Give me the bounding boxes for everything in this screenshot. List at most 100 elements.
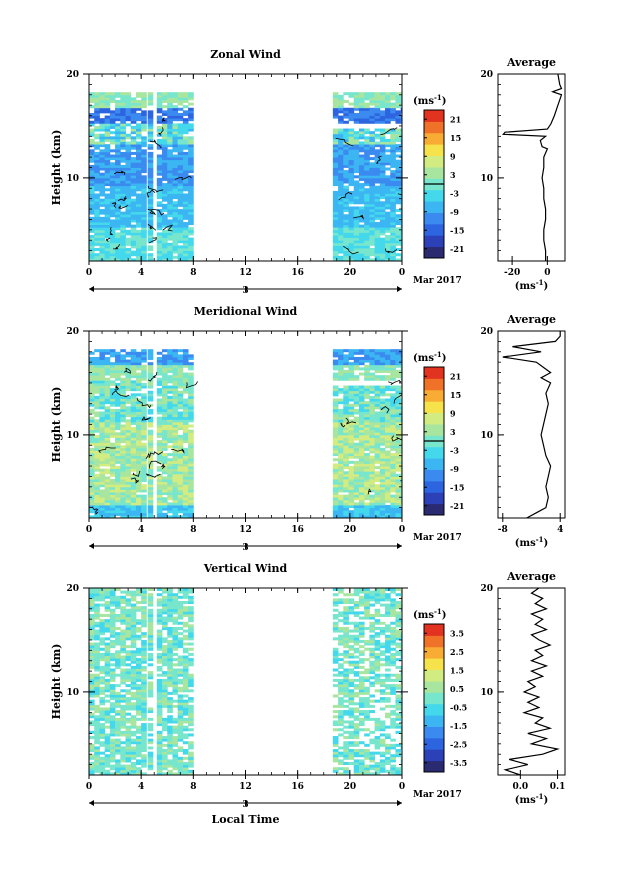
heatmap-cell: [135, 94, 142, 98]
heatmap-cell: [130, 395, 137, 399]
heatmap-cell: [156, 712, 163, 716]
heatmap-cell: [115, 388, 121, 392]
heatmap-cell: [369, 356, 376, 360]
heatmap-cell: [120, 154, 126, 158]
heatmap-cell: [353, 162, 360, 166]
heatmap-cell: [104, 694, 111, 698]
heatmap-cell: [109, 505, 116, 509]
heatmap-cell: [156, 377, 163, 381]
heatmap-cell: [167, 369, 173, 373]
heatmap-cell: [358, 120, 365, 124]
heatmap-cell: [390, 138, 396, 142]
heatmap-cell: [395, 414, 402, 418]
heatmap-cell: [130, 372, 137, 376]
heatmap-cell: [364, 110, 370, 114]
heatmap-cell: [338, 118, 344, 122]
heatmap-cell: [343, 193, 349, 197]
heatmap-cell: [332, 253, 339, 257]
heatmap-cell: [353, 471, 360, 475]
heatmap-cell: [130, 608, 137, 612]
heatmap-cell: [338, 512, 344, 516]
heatmap-cell: [167, 162, 173, 166]
heatmap-cell: [135, 211, 142, 215]
heatmap-cell: [162, 427, 168, 431]
heatmap-cell: [385, 206, 391, 210]
heatmap-cell: [104, 211, 111, 215]
heatmap-cell: [353, 497, 360, 501]
heatmap-cell: [94, 466, 100, 470]
heatmap-cell: [99, 440, 106, 444]
heatmap-cell: [364, 151, 370, 155]
heatmap-cell: [182, 131, 189, 135]
heatmap-cell: [172, 411, 179, 415]
heatmap-cell: [374, 367, 381, 371]
heatmap-cell: [182, 375, 189, 379]
heatmap-cell: [130, 479, 137, 483]
heatmap-cell: [115, 390, 121, 394]
heatmap-cell: [332, 232, 339, 236]
heatmap-cell: [130, 120, 137, 124]
heatmap-cell: [141, 354, 147, 358]
heatmap-cell: [94, 730, 100, 734]
heatmap-cell: [109, 686, 116, 690]
heatmap-cell: [104, 468, 111, 472]
average-profile-line: [502, 73, 563, 261]
heatmap-cell: [188, 463, 194, 467]
heatmap-cell: [120, 634, 126, 638]
heatmap-cell: [385, 253, 391, 257]
heatmap-cell: [104, 673, 111, 677]
heatmap-cell: [162, 349, 168, 353]
heatmap-cell: [147, 626, 154, 630]
heatmap-cell: [374, 362, 381, 366]
heatmap-cell: [156, 369, 163, 373]
heatmap-cell: [115, 699, 121, 703]
heatmap-cell: [120, 455, 126, 459]
heatmap-cell: [89, 388, 95, 392]
heatmap-cell: [374, 248, 381, 252]
heatmap-cell: [125, 645, 132, 649]
heatmap-cell: [400, 196, 402, 200]
heatmap-cell: [120, 94, 126, 98]
heatmap-cell: [400, 492, 402, 496]
heatmap-cell: [395, 214, 402, 218]
heatmap-cell: [385, 242, 391, 246]
heatmap-cell: [147, 762, 154, 766]
heatmap-cell: [94, 608, 100, 612]
heatmap-cell: [369, 429, 376, 433]
colorbar-swatch: [424, 121, 444, 134]
heatmap-cell: [395, 460, 402, 464]
colorbar-label: -9: [450, 464, 459, 474]
heatmap-cell: [115, 385, 121, 389]
heatmap-cell: [162, 206, 168, 210]
heatmap-cell: [177, 211, 184, 215]
heatmap-cell: [120, 723, 126, 727]
heatmap-cell: [369, 235, 376, 239]
heatmap-cell: [135, 746, 142, 750]
heatmap-cell: [395, 237, 402, 241]
heatmap-cell: [379, 190, 386, 194]
heatmap-cell: [120, 395, 126, 399]
heatmap-cell: [147, 616, 154, 620]
heatmap-cell: [177, 170, 184, 174]
heatmap-cell: [348, 468, 355, 472]
heatmap-cell: [395, 180, 402, 184]
heatmap-cell: [338, 133, 344, 137]
heatmap-cell: [343, 466, 349, 470]
heatmap-cell: [172, 481, 179, 485]
heatmap-cell: [135, 185, 142, 189]
heatmap-cell: [135, 606, 142, 610]
heatmap-cell: [395, 401, 402, 405]
heatmap-cell: [135, 772, 142, 775]
heatmap-cell: [130, 141, 137, 145]
heatmap-cell: [358, 253, 365, 257]
heatmap-cell: [385, 476, 391, 480]
heatmap-cell: [400, 185, 402, 189]
heatmap-cell: [125, 237, 132, 241]
heatmap-cell: [182, 128, 189, 132]
heatmap-cell: [364, 237, 370, 241]
heatmap-cell: [338, 154, 344, 158]
heatmap-cell: [115, 138, 121, 142]
heatmap-cell: [130, 214, 137, 218]
heatmap-cell: [162, 362, 168, 366]
heatmap-cell: [338, 235, 344, 239]
